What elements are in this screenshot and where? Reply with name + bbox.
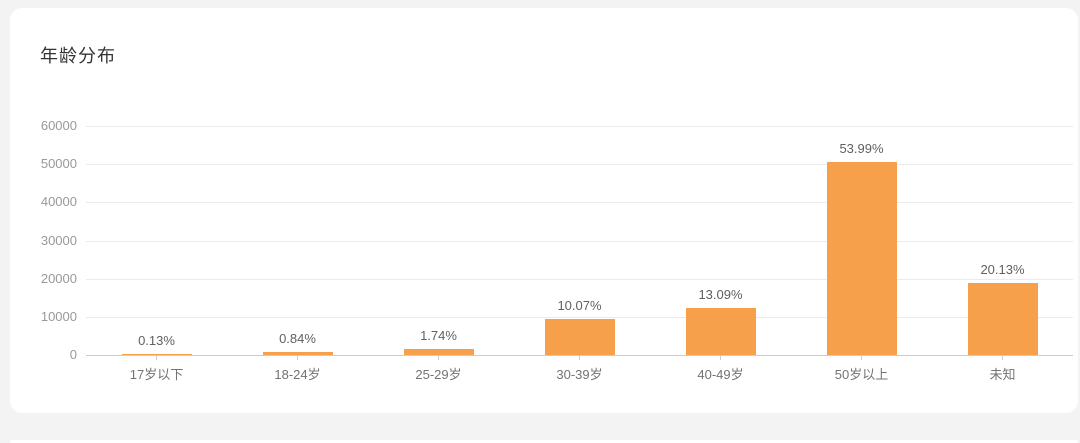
- x-axis-category-label: 未知: [989, 367, 1016, 382]
- bar-1[interactable]: [121, 353, 192, 355]
- bar-5[interactable]: [685, 308, 756, 355]
- bar-value-label: 1.74%: [420, 327, 457, 343]
- x-axis-tick: [297, 355, 298, 360]
- x-axis-category-label: 50岁以上: [834, 367, 889, 382]
- x-axis-tick: [1002, 355, 1003, 360]
- x-axis-category-label: 40-49岁: [697, 367, 744, 382]
- gridline: [86, 278, 1073, 280]
- x-axis-tick: [720, 355, 721, 360]
- x-axis-category-label: 30-39岁: [556, 367, 603, 382]
- y-axis-tick-label: 60000: [40, 118, 77, 133]
- bar-value-label: 0.13%: [138, 332, 175, 348]
- bar-6[interactable]: [826, 162, 897, 355]
- bar-value-label: 0.84%: [279, 331, 316, 347]
- y-axis-tick-label: 0: [69, 347, 77, 362]
- x-axis-tick: [438, 355, 439, 360]
- gridline: [86, 126, 1073, 127]
- gridline: [86, 240, 1073, 242]
- x-axis-category-label: 25-29岁: [415, 367, 462, 382]
- bar-value-label: 20.13%: [980, 262, 1025, 278]
- x-axis-category-label: 17岁以下: [129, 367, 184, 382]
- bar-value-label: 13.09%: [698, 287, 743, 303]
- y-axis-tick-label: 10000: [40, 308, 77, 324]
- x-axis-tick: [156, 355, 157, 360]
- y-axis-tick-label: 50000: [40, 156, 77, 172]
- gridline: [86, 316, 1073, 318]
- y-axis-tick-label: 30000: [40, 232, 77, 248]
- y-axis-tick-label: 40000: [40, 194, 77, 210]
- bar-value-label: 53.99%: [839, 141, 884, 157]
- bar-value-label: 10.07%: [557, 298, 602, 314]
- chart-title: 年龄分布: [40, 46, 116, 66]
- x-axis-category-label: 18-24岁: [274, 367, 321, 382]
- x-axis-tick: [579, 355, 580, 360]
- bar-7[interactable]: [967, 283, 1038, 355]
- bar-chart-plot-area: 0 10000 20000 30000 40000 50000 60000 0.13% 17岁以…: [41, 119, 1073, 382]
- y-axis-tick-label: 20000: [40, 270, 77, 286]
- bar-4[interactable]: [544, 319, 615, 355]
- bar-2[interactable]: [262, 352, 333, 355]
- x-axis-tick: [861, 355, 862, 360]
- gridline: [86, 164, 1073, 166]
- gridline: [86, 202, 1073, 204]
- next-card-top-edge: [10, 440, 1078, 443]
- bar-3[interactable]: [403, 348, 474, 355]
- age-distribution-card: 年龄分布 0 10000 20000 30000 40000 50000 60000 0.13…: [10, 8, 1078, 413]
